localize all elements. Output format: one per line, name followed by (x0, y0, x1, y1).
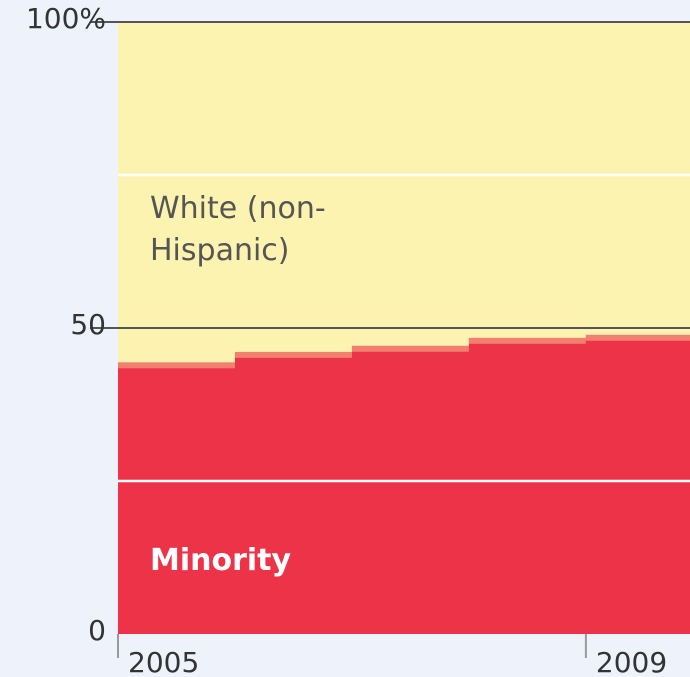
y-tick-label: 0 (88, 614, 106, 647)
area-segment (234, 22, 353, 352)
y-tick-label: 50 (70, 308, 106, 341)
y-tick-label: 100% (26, 2, 106, 35)
area-edge (118, 362, 236, 369)
x-tick-label: 2005 (128, 646, 199, 677)
area-segment (468, 337, 587, 634)
area-edge (234, 351, 353, 358)
area-edge (468, 337, 587, 344)
area-edge (585, 334, 690, 341)
area-segment (351, 345, 470, 634)
area-edge (351, 345, 470, 352)
area-segment (585, 334, 690, 634)
area-segment (234, 351, 353, 634)
area-segment (585, 22, 690, 335)
area-segment (468, 22, 587, 338)
area-segment (118, 362, 236, 634)
series-label: White (non-Hispanic) (150, 191, 326, 268)
x-tick-label: 2009 (596, 646, 667, 677)
area-segment (351, 22, 470, 346)
series-label: Minority (150, 543, 292, 578)
area-segment (118, 22, 236, 363)
